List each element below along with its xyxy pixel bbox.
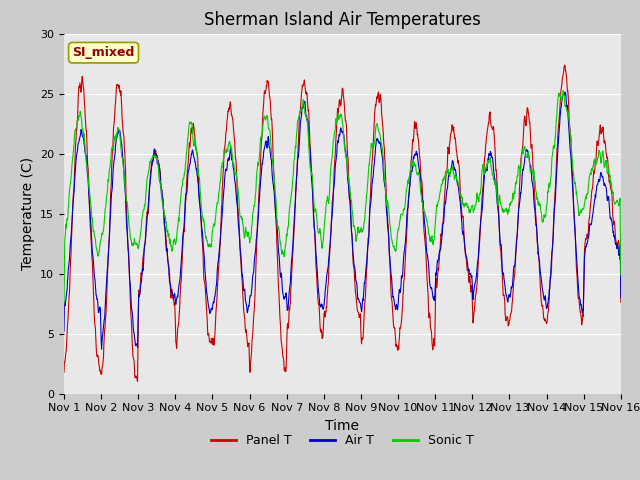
Line: Panel T: Panel T — [64, 65, 621, 382]
Text: SI_mixed: SI_mixed — [72, 46, 135, 59]
Air T — [60, 328, 68, 334]
Sonic T — [502, 207, 509, 213]
Panel T — [246, 360, 254, 366]
Sonic T — [246, 236, 254, 242]
Panel T — [184, 160, 192, 166]
Line: Sonic T: Sonic T — [64, 91, 621, 304]
Panel T — [617, 300, 625, 305]
Air T — [560, 89, 568, 95]
Air T — [617, 295, 625, 300]
Air T — [246, 293, 254, 299]
Sonic T — [184, 135, 191, 141]
Air T — [171, 290, 179, 296]
Sonic T — [559, 88, 567, 94]
Air T — [98, 346, 106, 352]
X-axis label: Time: Time — [325, 419, 360, 433]
Sonic T — [617, 272, 625, 278]
Sonic T — [170, 236, 178, 242]
Legend: Panel T, Air T, Sonic T: Panel T, Air T, Sonic T — [206, 429, 479, 452]
Y-axis label: Temperature (C): Temperature (C) — [20, 157, 35, 270]
Panel T — [502, 318, 509, 324]
Panel T — [171, 300, 179, 306]
Air T — [551, 201, 559, 207]
Air T — [429, 295, 437, 301]
Sonic T — [551, 141, 559, 147]
Air T — [502, 291, 509, 297]
Sonic T — [429, 237, 436, 243]
Sonic T — [60, 301, 68, 307]
Title: Sherman Island Air Temperatures: Sherman Island Air Temperatures — [204, 11, 481, 29]
Air T — [184, 169, 192, 175]
Panel T — [429, 344, 437, 350]
Panel T — [551, 189, 559, 195]
Panel T — [134, 379, 141, 384]
Panel T — [60, 370, 68, 375]
Line: Air T: Air T — [64, 92, 621, 349]
Panel T — [561, 62, 568, 68]
